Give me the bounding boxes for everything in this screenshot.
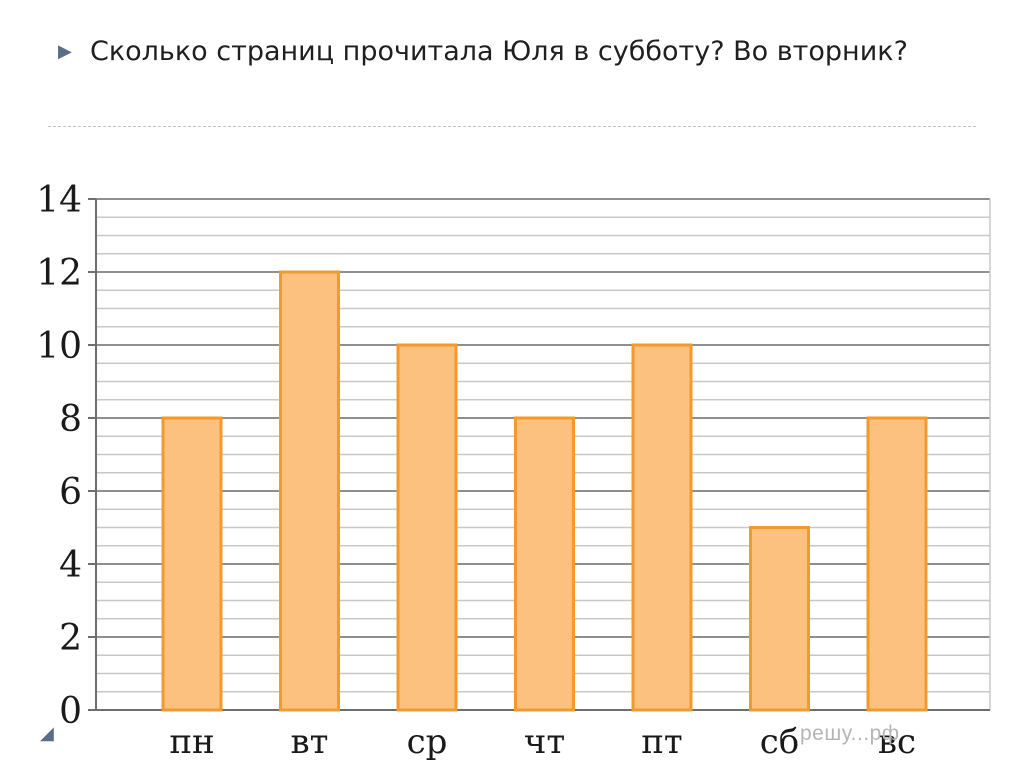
- bar-пт: [631, 343, 693, 712]
- bar-вс: [866, 416, 928, 712]
- x-tick-label: сб: [760, 722, 800, 762]
- triangle-bullet-icon: ▶: [58, 41, 72, 61]
- question-text: Сколько страниц прочитала Юля в субботу?…: [90, 36, 908, 67]
- y-tick-label: 2: [59, 618, 82, 659]
- title-separator: [48, 126, 976, 127]
- watermark: решу...рф: [800, 722, 900, 745]
- bar-пн: [161, 416, 223, 712]
- y-tick-label: 10: [36, 326, 82, 367]
- x-tick-label: пт: [641, 722, 682, 762]
- y-tick-label: 12: [36, 253, 82, 294]
- bar-чт: [514, 416, 575, 712]
- x-tick-label: вт: [291, 722, 329, 762]
- y-tick-label: 0: [59, 691, 82, 732]
- x-tick-label: ср: [407, 722, 448, 762]
- y-tick-label: 14: [36, 180, 82, 221]
- bar-сб: [749, 526, 810, 712]
- y-tick-label: 6: [59, 472, 82, 513]
- x-tick-label: пн: [169, 722, 214, 762]
- bar-ср: [396, 343, 458, 712]
- y-tick-label: 8: [59, 399, 82, 440]
- corner-triangle-icon: ◢: [40, 723, 54, 743]
- x-tick-label: вс: [878, 722, 916, 762]
- x-tick-label: чт: [524, 722, 565, 762]
- bar-вт: [279, 270, 340, 712]
- y-tick-label: 4: [59, 545, 82, 586]
